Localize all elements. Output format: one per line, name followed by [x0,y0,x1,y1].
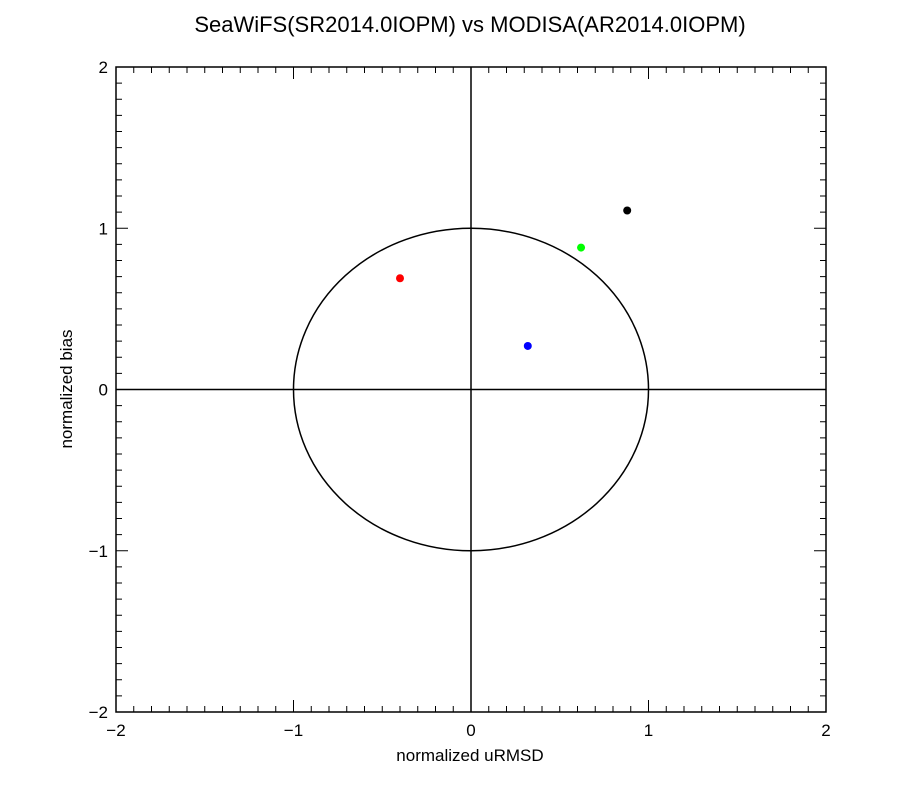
y-axis-label: normalized bias [57,329,76,448]
y-tick-label: 2 [99,58,108,77]
x-tick-label: 1 [644,721,653,740]
data-point [577,243,586,252]
axis-ticks [115,66,827,713]
data-point [623,206,632,215]
x-tick-label: −1 [284,721,303,740]
data-points [396,206,632,350]
y-tick-label: 0 [99,381,108,400]
y-tick-label: 1 [99,219,108,238]
data-point [523,341,532,350]
reference-marks [116,67,826,712]
data-point [396,274,404,283]
tick-labels: −2 −1 0 1 2 −2 −1 0 1 2 [89,58,831,740]
x-axis-label: normalized uRMSD [396,746,543,765]
reference-circle [292,227,650,552]
x-tick-label: 0 [466,721,475,740]
x-tick-label: −2 [106,721,125,740]
x-tick-label: 2 [821,721,830,740]
chart-title: SeaWiFS(SR2014.0IOPM) vs MODISA(AR2014.0… [194,12,745,37]
y-tick-label: −1 [89,542,108,561]
y-tick-label: −2 [89,703,108,722]
